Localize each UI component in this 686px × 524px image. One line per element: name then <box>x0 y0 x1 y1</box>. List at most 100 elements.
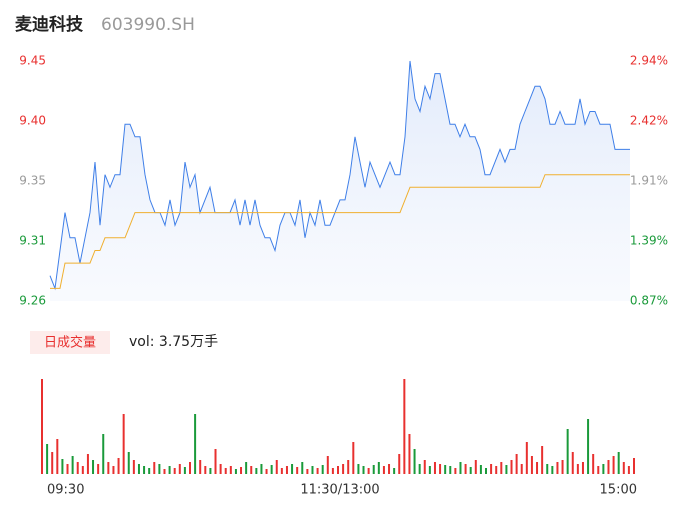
volume-bar <box>551 466 554 474</box>
x-tick-label: 11:30/13:00 <box>300 483 379 498</box>
volume-bar <box>245 462 248 474</box>
volume-bar <box>398 454 401 474</box>
volume-bar <box>270 465 273 474</box>
volume-bar <box>505 465 508 474</box>
volume-bar <box>76 462 79 474</box>
volume-bar <box>250 466 253 474</box>
volume-bar <box>117 458 120 474</box>
volume-bar <box>81 466 84 474</box>
volume-bar <box>46 444 49 474</box>
volume-bar <box>107 462 110 474</box>
volume-bar <box>204 466 207 474</box>
volume-bar <box>168 466 171 474</box>
volume-bar <box>382 466 385 474</box>
price-line <box>49 60 630 291</box>
y-tick-label: 9.26 <box>19 294 46 308</box>
y2-tick-label: 2.42% <box>630 114 668 128</box>
volume-bar <box>352 442 355 474</box>
volume-bar <box>388 464 391 474</box>
volume-bar <box>153 462 156 474</box>
volume-bar <box>158 464 161 474</box>
volume-bar <box>541 446 544 474</box>
volume-bar <box>546 464 549 474</box>
volume-bar <box>413 449 416 474</box>
volume-bar <box>306 469 309 474</box>
volume-bar <box>627 466 630 474</box>
volume-bar <box>342 464 345 474</box>
volume-badge-label: 日成交量 <box>44 335 96 351</box>
y2-tick-label: 0.87% <box>630 294 668 308</box>
volume-bar <box>224 468 227 474</box>
volume-bar <box>189 462 191 474</box>
volume-bar <box>556 462 559 474</box>
volume-bar <box>393 468 396 474</box>
volume-bar <box>209 468 212 474</box>
volume-bar <box>56 439 59 474</box>
volume-title: vol: 3.75万手 <box>129 334 218 350</box>
volume-bar <box>592 454 595 474</box>
volume-bar <box>612 456 615 474</box>
volume-bar <box>296 467 299 474</box>
volume-bar <box>194 414 197 474</box>
volume-bar <box>234 469 237 474</box>
volume-bar <box>587 419 590 474</box>
stock-name: 麦迪科技 <box>15 14 84 35</box>
volume-bar <box>326 456 329 474</box>
volume-bar <box>132 460 135 474</box>
volume-bar <box>229 466 232 474</box>
volume-bar <box>362 466 365 474</box>
volume-bar <box>265 469 268 474</box>
volume-bar <box>433 462 436 474</box>
price-area <box>50 61 630 301</box>
volume-bar <box>525 442 528 474</box>
volume-bar <box>617 452 620 474</box>
volume-bar <box>301 462 304 474</box>
volume-bar <box>377 462 380 474</box>
volume-bar <box>86 454 89 474</box>
y2-tick-label: 1.39% <box>630 234 668 248</box>
volume-bar <box>479 465 482 474</box>
volume-bar <box>444 465 447 474</box>
volume-bar <box>199 460 202 474</box>
volume-bar <box>474 460 477 474</box>
volume-bar <box>291 464 294 474</box>
volume-bar <box>602 464 605 474</box>
volume-bar <box>219 464 222 474</box>
volume-bar <box>510 460 513 474</box>
volume-bar <box>51 452 54 474</box>
volume-bar <box>143 466 146 474</box>
volume-bar <box>454 468 457 474</box>
y-tick-label: 9.45 <box>19 54 46 68</box>
average-line <box>50 174 630 289</box>
volume-bar <box>449 466 452 474</box>
volume-bar <box>311 466 314 474</box>
volume-bar <box>71 456 74 474</box>
volume-badge <box>30 331 110 354</box>
volume-bar <box>423 460 426 474</box>
volume-bar <box>122 414 125 474</box>
volume-bar <box>214 449 217 474</box>
volume-bar <box>459 462 462 474</box>
volume-bar <box>102 434 105 474</box>
volume-bar <box>500 462 503 474</box>
volume-bar <box>183 467 186 474</box>
volume-bar <box>607 460 610 474</box>
volume-bar <box>495 466 498 474</box>
x-tick-label: 15:00 <box>600 483 637 498</box>
volume-bar <box>331 468 334 474</box>
y-tick-label: 9.35 <box>19 174 46 188</box>
volume-bar <box>571 452 574 474</box>
y-tick-label: 9.40 <box>19 114 46 128</box>
volume-bar <box>418 464 421 474</box>
volume-bar <box>439 464 442 474</box>
volume-bar <box>515 454 518 474</box>
volume-bar <box>464 464 467 474</box>
volume-bar <box>316 468 319 474</box>
volume-bar <box>337 466 339 474</box>
volume-bar <box>367 468 370 474</box>
volume-bar <box>163 469 166 474</box>
volume-bar <box>428 466 431 474</box>
volume-bar <box>403 379 406 474</box>
volume-bar <box>178 464 181 474</box>
